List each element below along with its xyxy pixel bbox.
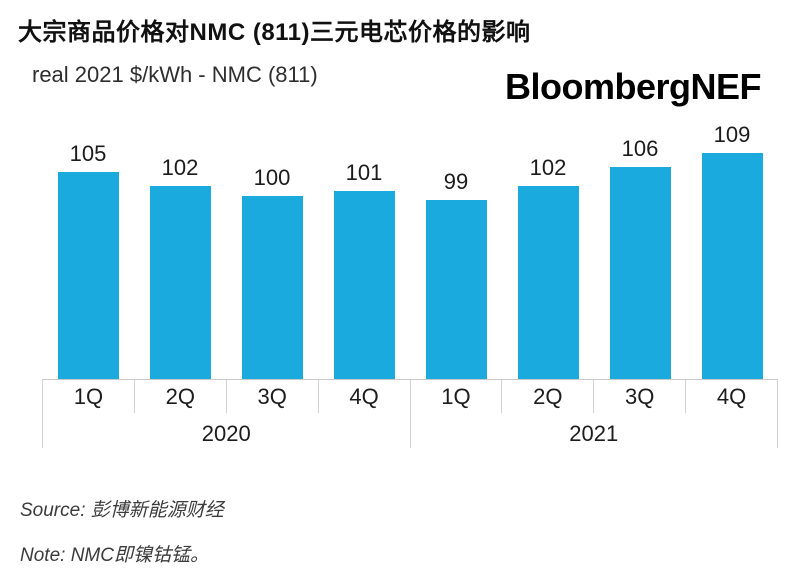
bar: [241, 196, 303, 379]
bar: [333, 191, 395, 379]
bar-value-label: 102: [529, 155, 567, 180]
x-axis-year-label: 2021: [411, 413, 778, 448]
x-axis-quarter-label: 4Q: [319, 380, 411, 413]
bar-value-label: 102: [161, 155, 199, 180]
x-axis-quarter-label: 3Q: [227, 380, 319, 413]
bar-value-label: 105: [69, 141, 107, 166]
chart-title: 大宗商品价格对NMC (811)三元电芯价格的影响: [18, 19, 531, 46]
bar: [425, 200, 487, 379]
plot-area: 105 102 100 101 99 102 106 109: [57, 122, 763, 379]
bar: [149, 186, 211, 379]
source-text: Source: 彭博新能源财经: [20, 500, 224, 521]
bar-value-label: 106: [621, 136, 659, 161]
bar: [57, 172, 119, 379]
x-axis-quarter-label: 4Q: [686, 380, 778, 413]
bar-value-label: 101: [345, 160, 383, 185]
x-axis-quarter-label: 2Q: [502, 380, 595, 413]
chart-axis-unit-subtitle: real 2021 $/kWh - NMC (811): [32, 62, 318, 87]
bar-value-label: 109: [713, 122, 751, 147]
bar: [517, 186, 579, 379]
x-axis-quarter-label: 2Q: [135, 380, 227, 413]
x-axis-year-label: 2020: [42, 413, 411, 448]
note-text: Note: NMC即镍钴锰。: [20, 545, 209, 566]
x-axis-year-row: 2020 2021: [42, 413, 778, 448]
bar-value-label: 99: [443, 169, 469, 194]
x-axis-quarter-row: 1Q 2Q 3Q 4Q 1Q 2Q 3Q 4Q: [42, 379, 778, 413]
x-axis-quarter-label: 1Q: [42, 380, 135, 413]
bar: [701, 153, 763, 379]
bloombergnef-logo: BloombergNEF: [504, 66, 762, 107]
bar: [609, 167, 671, 379]
bar-value-label: 100: [253, 165, 291, 190]
x-axis-quarter-label: 3Q: [594, 380, 687, 413]
x-axis-quarter-label: 1Q: [411, 380, 503, 413]
